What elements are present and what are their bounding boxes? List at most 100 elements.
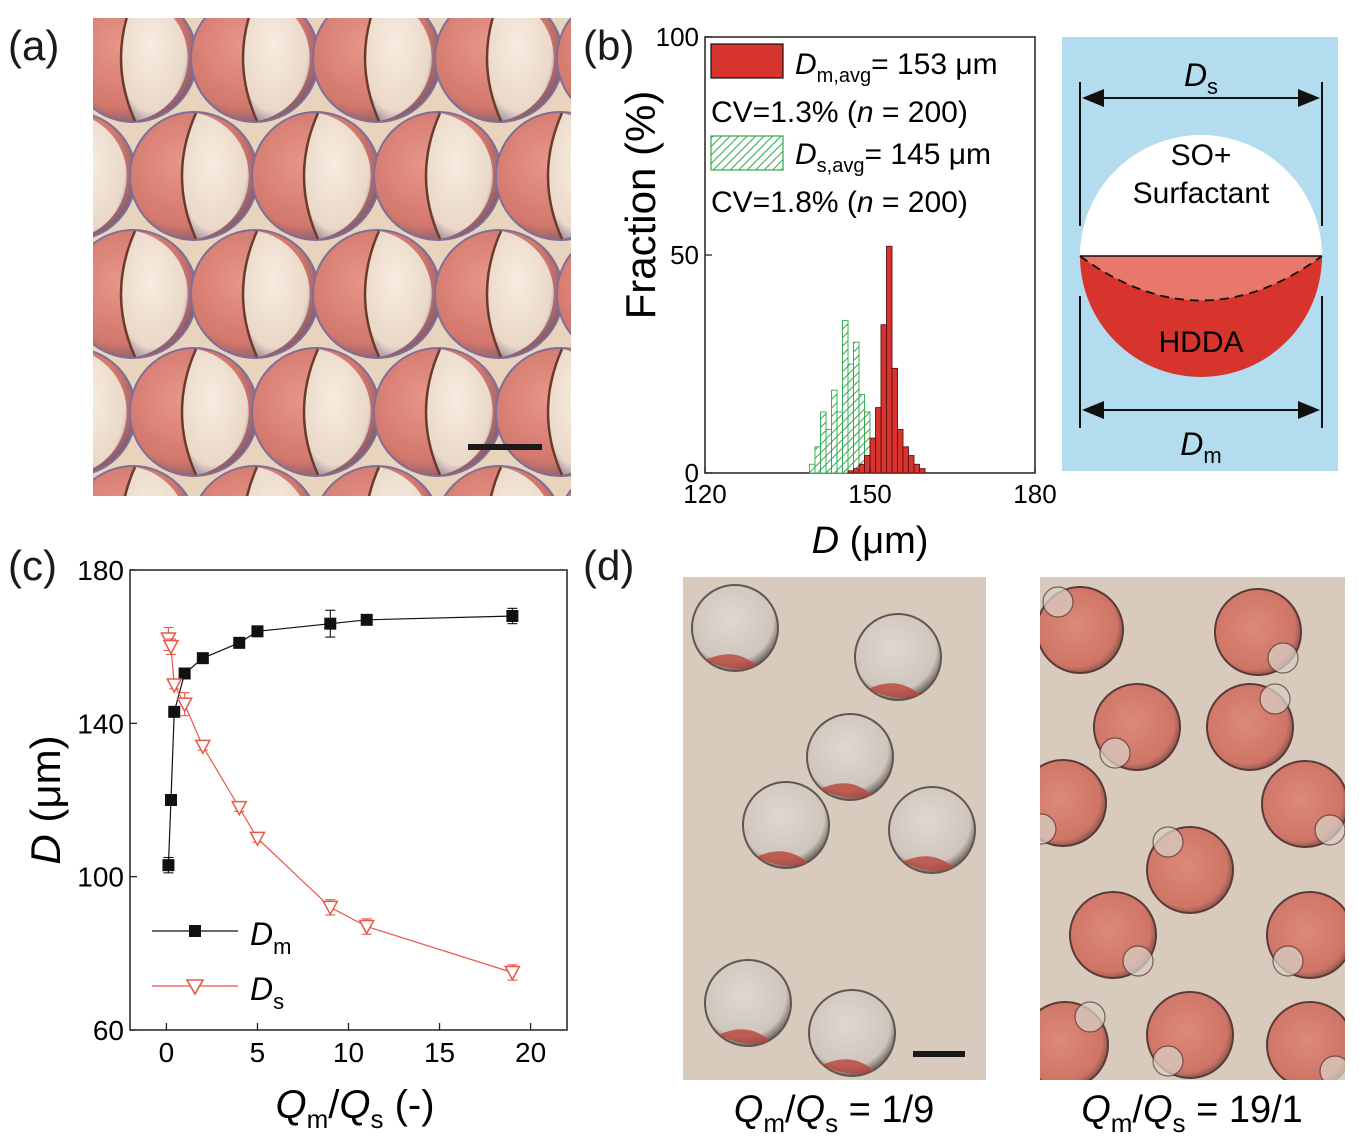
scale-bar-d: [913, 1051, 965, 1057]
droplet-a-17: [373, 111, 503, 241]
legend-b-cv-ds: CV=1.8% (n = 200): [711, 186, 968, 219]
droplet-a-44: [252, 584, 380, 712]
ytick-label-c-100: 100: [77, 862, 124, 893]
bar-ds-145: [842, 319, 849, 474]
ds-label: Ds: [1184, 57, 1218, 99]
bar-ds-140: [814, 446, 821, 474]
droplet-a-16: [251, 111, 381, 241]
chart-b-xlabel: D (μm): [812, 520, 929, 562]
droplet-a-33: [618, 348, 746, 476]
chart-b: 120 150 180 0 50 100 Fraction (%) D (μm) Dm,a…: [617, 22, 1057, 562]
point-Dm-8: [360, 613, 373, 626]
bar-dm-150: [869, 437, 876, 474]
droplet-d-right-6: [1146, 826, 1234, 914]
top-phase-label-2: Surfactant: [1133, 177, 1270, 210]
micrograph-d-left: [683, 577, 986, 1080]
droplet-a-25: [434, 229, 564, 359]
top-phase-label-1: SO+: [1171, 139, 1232, 172]
panel-label-a: (a): [8, 22, 60, 69]
droplet-d-left-4: [888, 786, 976, 874]
point-Dm-3: [178, 667, 191, 680]
droplet-d-right-4: [1040, 759, 1107, 847]
bar-dm-148: [858, 463, 865, 474]
chart-c-ylabel: D (μm): [22, 735, 69, 864]
bar-dm-155: [897, 428, 904, 474]
point-Dm-7: [324, 617, 337, 630]
chart-c-xlabel: Qm/Qs (-): [275, 1083, 434, 1134]
droplet-d-right-7: [1069, 891, 1157, 979]
micrograph-d-right: [1040, 577, 1345, 1080]
legend-b-swatch-dm: [710, 43, 784, 79]
droplet-d-right-5: [1261, 760, 1345, 848]
lens-region: [1080, 256, 1322, 301]
droplet-d-left-6: [808, 989, 896, 1077]
bar-dm-156: [902, 446, 909, 474]
droplet-a-28: [93, 350, 137, 474]
bottom-phase-label: HDDA: [1158, 326, 1243, 359]
droplet-a-21: [0, 230, 75, 358]
legend-c-label-dm: Dm: [250, 916, 291, 959]
droplet-a-42: [8, 584, 136, 712]
droplet-a-40: [565, 488, 571, 496]
droplet-a-18: [495, 111, 571, 241]
droplet-a-5: [618, 0, 746, 4]
droplet-a-7: [0, 0, 75, 122]
xtick-label-b-150: 150: [848, 479, 891, 509]
droplet-d-left-3: [742, 781, 830, 869]
point-Ds-4: [194, 739, 212, 755]
bar-dm-149: [864, 455, 871, 474]
droplet-a-30: [251, 347, 381, 477]
droplet-a-36: [93, 465, 189, 496]
chart-b-ylabel: Fraction (%): [617, 91, 664, 320]
bar-ds-141: [820, 411, 827, 474]
droplet-a-6: [740, 0, 868, 4]
droplet-a-46: [496, 584, 624, 712]
ytick-label-b-50: 50: [670, 240, 699, 270]
ytick-label-b-0: 0: [685, 458, 699, 488]
droplet-d-right-0: [1040, 586, 1124, 674]
droplet-a-11: [434, 18, 564, 123]
droplet-a-12: [556, 18, 571, 100]
point-Ds-8: [358, 919, 375, 936]
ytick-label-b-100: 100: [656, 22, 699, 52]
chart-c-frame: [129, 569, 568, 1031]
point-Dm-0: [162, 859, 175, 872]
point-Ds-5: [230, 800, 248, 817]
point-Ds-7: [322, 900, 339, 916]
janus-schematic: Ds SO+ Surfactant HDDA Dm: [1062, 37, 1338, 471]
panel-label-c: (c): [8, 542, 57, 589]
ytick-label-c-60: 60: [93, 1015, 124, 1046]
droplet-a-3: [374, 0, 502, 4]
ds-arrowhead-left: [1082, 89, 1104, 107]
droplet-a-10: [312, 18, 442, 123]
xtick-label-c-20: 20: [515, 1037, 546, 1068]
dm-label: Dm: [1180, 426, 1221, 468]
droplet-a-24: [312, 229, 442, 359]
legend-c-marker-ds: [185, 979, 205, 996]
bar-dm-159: [919, 468, 926, 474]
xtick-label-c-15: 15: [424, 1037, 455, 1068]
legend-c-label-ds: Ds: [250, 971, 284, 1014]
legend-b-cv-dm: CV=1.3% (n = 200): [711, 96, 968, 129]
ds-arrowhead-right: [1298, 89, 1320, 107]
bar-dm-158: [913, 463, 920, 474]
scale-bar-a: [468, 444, 542, 450]
bar-dm-147: [853, 468, 860, 474]
point-Dm-1: [164, 794, 177, 806]
xtick-label-c-10: 10: [333, 1037, 364, 1068]
droplet-a-15: [129, 111, 259, 241]
droplet-a-0: [8, 0, 136, 4]
droplet-a-14: [93, 114, 137, 238]
point-Dm-5: [233, 636, 246, 649]
point-Dm-9: [506, 610, 519, 622]
xtick-label-b-180: 180: [1013, 479, 1056, 509]
droplet-a-39: [443, 465, 555, 496]
xtick-label-c-5: 5: [250, 1037, 266, 1068]
droplet-d-right-2: [1093, 683, 1181, 771]
droplet-a-38: [321, 465, 433, 496]
caption-d-right: Qm/Qs = 19/1: [1081, 1089, 1303, 1138]
droplet-d-left-2: [806, 713, 894, 801]
droplet-a-29: [129, 347, 259, 477]
